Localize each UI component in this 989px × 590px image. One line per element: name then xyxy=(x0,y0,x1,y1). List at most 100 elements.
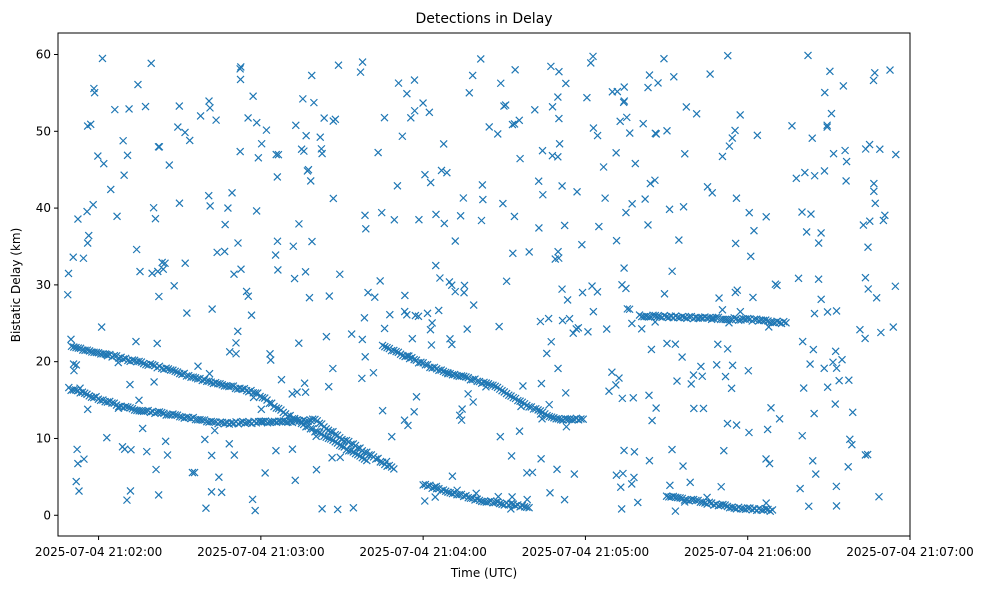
data-point xyxy=(439,486,448,494)
data-point xyxy=(214,473,223,482)
data-point xyxy=(689,404,698,413)
data-point xyxy=(593,287,602,296)
data-point xyxy=(128,356,137,365)
data-point xyxy=(73,459,82,468)
data-point xyxy=(303,166,312,175)
data-point xyxy=(374,148,383,157)
data-point xyxy=(845,435,854,444)
data-point xyxy=(665,481,674,490)
data-point xyxy=(771,280,780,289)
data-point xyxy=(817,295,826,304)
data-point xyxy=(405,354,414,363)
data-point xyxy=(97,323,106,332)
data-point xyxy=(127,445,135,454)
data-point xyxy=(251,506,260,515)
data-point xyxy=(209,417,218,426)
data-point xyxy=(602,325,611,334)
data-point xyxy=(485,123,494,131)
data-point xyxy=(94,348,103,357)
data-point xyxy=(685,312,694,321)
data-point xyxy=(396,350,405,359)
data-point xyxy=(796,484,805,493)
data-point xyxy=(277,375,286,384)
data-point xyxy=(134,80,142,89)
data-point xyxy=(236,75,245,84)
data-point xyxy=(554,254,563,263)
data-point xyxy=(680,149,689,158)
data-point xyxy=(248,495,257,504)
data-point xyxy=(432,210,440,219)
data-point xyxy=(749,293,757,302)
data-point xyxy=(400,416,409,425)
data-point xyxy=(582,93,591,102)
data-point xyxy=(465,88,474,97)
data-point xyxy=(576,415,585,423)
data-point xyxy=(257,139,266,148)
data-point xyxy=(612,148,621,157)
data-point xyxy=(444,369,452,378)
data-point xyxy=(798,208,806,216)
data-point xyxy=(89,84,98,93)
data-point xyxy=(182,372,191,380)
data-point xyxy=(491,382,500,391)
data-point xyxy=(510,212,519,221)
data-point xyxy=(717,482,726,491)
data-point xyxy=(325,292,334,300)
data-point xyxy=(383,343,392,352)
data-point xyxy=(371,455,380,463)
data-point xyxy=(103,351,112,360)
data-point xyxy=(79,254,88,263)
data-point xyxy=(731,239,740,248)
data-point xyxy=(865,217,874,226)
data-point xyxy=(761,504,770,513)
data-point xyxy=(146,360,155,368)
data-point xyxy=(351,449,360,458)
data-point xyxy=(625,129,634,138)
data-point xyxy=(864,285,873,293)
data-point xyxy=(825,67,834,76)
data-point xyxy=(154,491,163,499)
data-point xyxy=(153,267,162,276)
data-point xyxy=(676,494,685,502)
data-point xyxy=(307,71,316,80)
data-point xyxy=(135,357,144,366)
data-point xyxy=(698,498,707,507)
data-point xyxy=(554,364,562,373)
data-point xyxy=(247,311,256,320)
data-point xyxy=(644,220,652,229)
data-point xyxy=(419,99,427,107)
data-point xyxy=(750,226,758,235)
data-point xyxy=(244,387,253,396)
data-point xyxy=(437,366,446,374)
data-point xyxy=(288,390,297,398)
data-point xyxy=(696,362,705,371)
data-point xyxy=(538,190,547,199)
data-point xyxy=(721,372,730,381)
data-point xyxy=(660,54,668,63)
data-point xyxy=(163,451,172,459)
data-point xyxy=(558,316,567,325)
data-point xyxy=(829,149,838,158)
data-point xyxy=(437,166,446,175)
data-point xyxy=(361,224,370,233)
y-tick-label: 60 xyxy=(36,48,51,62)
data-point xyxy=(508,120,517,129)
data-point xyxy=(165,161,174,170)
data-point xyxy=(150,409,159,418)
data-point xyxy=(190,468,199,477)
data-point xyxy=(432,484,441,493)
data-point xyxy=(652,129,661,138)
data-point xyxy=(356,68,365,77)
data-point xyxy=(358,335,367,344)
data-point xyxy=(665,205,674,214)
data-point xyxy=(823,121,832,130)
data-point xyxy=(216,379,224,388)
data-point xyxy=(302,131,311,140)
data-point xyxy=(326,435,335,443)
data-point xyxy=(147,59,156,68)
y-axis-label: Bistatic Delay (km) xyxy=(9,228,23,343)
data-point xyxy=(669,72,678,81)
data-point xyxy=(823,307,832,316)
data-point xyxy=(69,360,78,368)
data-point xyxy=(272,446,280,455)
